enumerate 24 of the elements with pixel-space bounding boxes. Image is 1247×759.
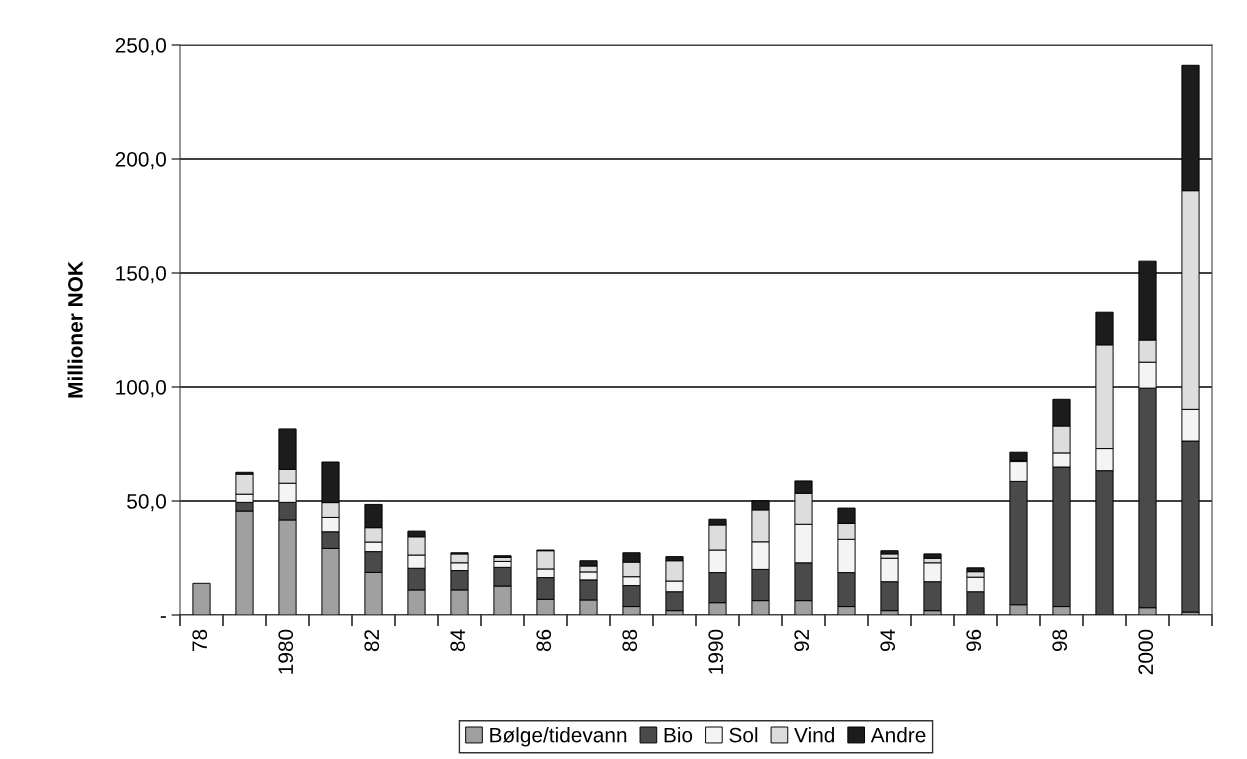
- legend-label: Andre: [870, 727, 926, 743]
- x-tick-label: 86: [536, 629, 552, 652]
- x-tick-label: 92: [794, 629, 810, 652]
- y-axis-title: Millioner NOK: [67, 261, 83, 398]
- legend-label: Bio: [664, 727, 693, 743]
- x-tick-label: 94: [880, 629, 896, 652]
- x-tick-label: 1980: [278, 629, 294, 674]
- legend-label: Sol: [729, 727, 758, 743]
- y-tick-label: 100,0: [116, 380, 166, 398]
- legend-label: Vind: [794, 727, 834, 743]
- y-tick-label: 150,0: [116, 266, 166, 284]
- y-tick-label: 50,0: [127, 494, 166, 512]
- x-tick-label: 84: [450, 629, 466, 652]
- y-tick-label: 200,0: [115, 152, 166, 170]
- x-tick-label: 88: [622, 629, 638, 652]
- x-tick-label: 1990: [708, 629, 724, 674]
- x-tick-label: 82: [364, 629, 380, 652]
- y-tick-label: 250,0: [115, 38, 166, 56]
- x-tick-label: 96: [966, 629, 982, 652]
- x-tick-label: 78: [192, 629, 208, 651]
- y-tick-label: -: [160, 616, 166, 618]
- x-tick-label: 98: [1052, 629, 1068, 652]
- x-tick-label: 2000: [1138, 629, 1154, 675]
- legend-label: Bølge/tidevann: [490, 727, 627, 747]
